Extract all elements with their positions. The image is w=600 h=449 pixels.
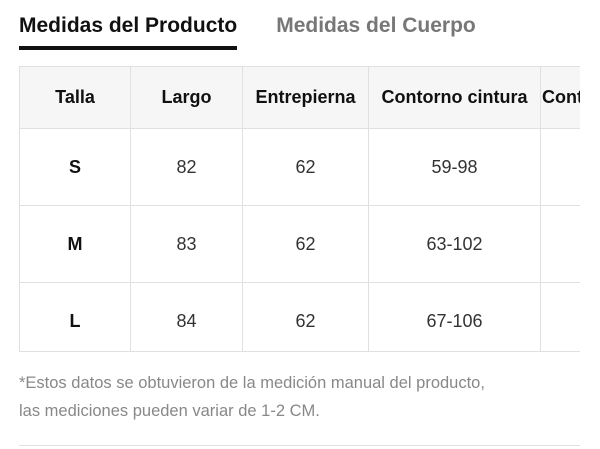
largo-cell: 84 — [130, 282, 243, 351]
header-entrepierna: Entrepierna — [242, 67, 369, 129]
largo-cell: 82 — [130, 128, 243, 206]
table-row: S 82 62 59-98 — [19, 128, 580, 206]
size-table: Talla Largo Entrepierna Contorno cintura… — [19, 67, 580, 351]
disclaimer-line-1: *Estos datos se obtuvieron de la medició… — [19, 374, 485, 392]
divider — [19, 445, 580, 446]
table-header-row: Talla Largo Entrepierna Contorno cintura… — [19, 67, 580, 129]
entrepierna-cell: 62 — [242, 128, 369, 206]
size-cell: M — [19, 205, 131, 283]
cintura-cell: 63-102 — [368, 205, 541, 283]
header-talla: Talla — [19, 67, 131, 129]
cadera-cell — [540, 205, 580, 283]
largo-cell: 83 — [130, 205, 243, 283]
header-largo: Largo — [130, 67, 243, 129]
table-row: M 83 62 63-102 — [19, 205, 580, 283]
size-cell: S — [19, 128, 131, 206]
entrepierna-cell: 62 — [242, 205, 369, 283]
entrepierna-cell: 62 — [242, 282, 369, 351]
cintura-cell: 59-98 — [368, 128, 541, 206]
header-contorno-cintura: Contorno cintura — [368, 67, 541, 129]
cadera-cell — [540, 128, 580, 206]
table-row: L 84 62 67-106 — [19, 282, 580, 351]
measurement-disclaimer: *Estos datos se obtuvieron de la medició… — [19, 369, 589, 425]
cadera-cell — [540, 282, 580, 351]
disclaimer-line-2: las mediciones pueden variar de 1-2 CM. — [19, 402, 320, 420]
tab-product-measurements[interactable]: Medidas del Producto — [19, 14, 238, 50]
cintura-cell: 67-106 — [368, 282, 541, 351]
tab-body-measurements[interactable]: Medidas del Cuerpo — [276, 14, 476, 37]
size-cell: L — [19, 282, 131, 351]
header-contorno-cadera: Contorno cadera — [540, 67, 580, 129]
size-table-scroll-container[interactable]: Talla Largo Entrepierna Contorno cintura… — [19, 66, 580, 352]
tab-bar: Medidas del Producto Medidas del Cuerpo — [19, 14, 476, 50]
